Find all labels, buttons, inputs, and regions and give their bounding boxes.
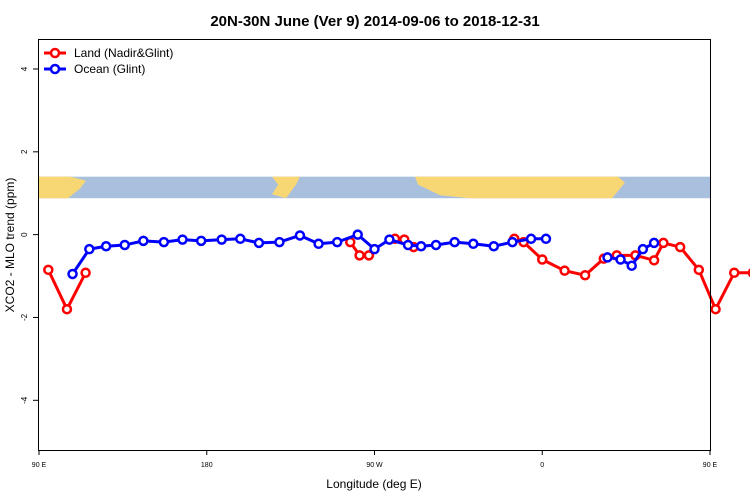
data-point-ocean	[195, 235, 207, 247]
data-point-land	[61, 303, 73, 315]
y-axis-title: XCO2 - MLO trend (ppm)	[3, 178, 17, 313]
data-point-ocean	[158, 236, 170, 248]
data-point-ocean	[615, 254, 626, 265]
data-point-ocean	[313, 238, 324, 250]
x-tick-label: 90 E	[32, 462, 47, 469]
plot-area	[43, 229, 750, 315]
data-point-ocean	[100, 240, 112, 252]
data-point-ocean	[449, 236, 460, 248]
chart-title: 20N-30N June (Ver 9) 2014-09-06 to 2018-…	[210, 13, 539, 30]
data-point-land	[648, 255, 660, 266]
legend-marker-land	[49, 47, 61, 59]
data-point-land	[559, 265, 570, 276]
data-point-ocean	[119, 239, 130, 251]
data-point-land	[363, 250, 375, 261]
data-point-ocean	[84, 243, 95, 255]
y-axis: 4 2 0 -2 -4	[20, 66, 39, 404]
data-point-ocean	[352, 229, 363, 240]
data-point-ocean	[67, 268, 78, 280]
data-point-land	[354, 250, 365, 261]
data-point-land	[537, 254, 548, 265]
y-tick-label: 0	[20, 232, 29, 237]
data-point-ocean	[540, 233, 552, 245]
data-point-ocean	[369, 243, 380, 255]
legend-marker-ocean	[49, 63, 61, 75]
data-point-ocean	[253, 237, 265, 249]
data-point-ocean	[294, 230, 306, 241]
y-tick-label: -4	[20, 396, 29, 404]
legend-label-ocean: Ocean (Glint)	[74, 62, 145, 76]
x-tick-label: 90 E	[703, 462, 718, 469]
data-point-land	[710, 303, 721, 315]
data-point-ocean	[138, 235, 149, 247]
legend: Land (Nadir&Glint) Ocean (Glint)	[44, 46, 173, 76]
data-point-ocean	[235, 233, 246, 245]
x-tick-label: 180	[201, 462, 213, 469]
series-line-land	[46, 269, 87, 311]
data-point-ocean	[507, 236, 518, 248]
data-point-ocean	[331, 236, 343, 248]
y-tick-label: 2	[20, 149, 29, 154]
data-point-ocean	[216, 234, 227, 245]
data-point-land	[658, 237, 669, 249]
data-point-ocean	[402, 239, 414, 251]
data-point-ocean	[525, 233, 537, 245]
data-point-land	[693, 264, 705, 276]
data-point-land	[80, 267, 91, 278]
y-tick-label: -2	[20, 313, 29, 321]
x-tick-label: 0	[540, 462, 544, 469]
data-point-ocean	[637, 243, 649, 255]
x-axis: 90 E 180 90 W 0 90 E	[32, 450, 718, 469]
data-point-land	[579, 269, 591, 281]
data-point-ocean	[384, 234, 395, 245]
map-band	[39, 176, 710, 199]
data-point-land	[728, 267, 740, 278]
y-tick-label: 4	[20, 66, 29, 71]
data-point-ocean	[488, 240, 500, 252]
map-land-1	[39, 176, 86, 199]
data-point-ocean	[274, 236, 285, 248]
data-point-ocean	[177, 234, 188, 245]
map-land-3	[415, 176, 625, 199]
data-point-ocean	[430, 239, 442, 251]
x-tick-label: 90 W	[366, 462, 383, 469]
data-point-ocean	[648, 237, 660, 249]
data-point-ocean	[415, 240, 427, 252]
series-line-land	[513, 237, 750, 311]
data-point-land	[674, 241, 686, 253]
x-axis-title: Longitude (deg E)	[326, 477, 421, 491]
map-land-2	[272, 176, 300, 199]
data-point-ocean	[468, 238, 479, 250]
data-point-ocean	[602, 252, 613, 263]
data-point-land	[43, 264, 54, 276]
legend-label-land: Land (Nadir&Glint)	[74, 46, 173, 60]
data-point-ocean	[626, 260, 637, 271]
